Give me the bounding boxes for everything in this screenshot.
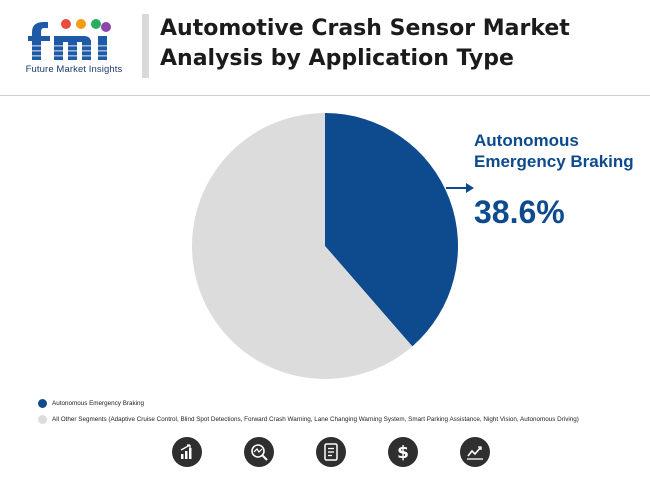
legend-item: All Other Segments (Adaptive Cruise Cont… (38, 412, 638, 426)
fmi-logo: Future Market Insights (18, 12, 130, 82)
pie-slice (192, 113, 413, 379)
line-chart-icon (460, 437, 490, 467)
legend-label: All Other Segments (Adaptive Cruise Cont… (52, 415, 579, 423)
title-line-1: Automotive Crash Sensor Market (160, 16, 570, 41)
logo-subtitle: Future Market Insights (25, 64, 123, 75)
document-icon (316, 437, 346, 467)
legend-item: Autonomous Emergency Braking (38, 396, 638, 410)
callout-arrow (446, 183, 474, 193)
magnifier-trend-icon (244, 437, 274, 467)
dollar-icon: $ (388, 437, 418, 467)
callout-value: 38.6% (474, 194, 565, 230)
legend-swatch (38, 414, 47, 424)
pie-chart (192, 113, 474, 379)
callout-label: Autonomous Emergency Braking (474, 131, 634, 171)
legend-label: Autonomous Emergency Braking (52, 399, 145, 407)
legend: Autonomous Emergency Braking All Other S… (38, 396, 638, 428)
pie-slice (325, 113, 459, 347)
header-rule (0, 95, 650, 96)
page-title: Automotive Crash Sensor Market Analysis … (160, 14, 630, 74)
footer-icons: $ (0, 437, 650, 469)
header-divider (142, 14, 149, 78)
legend-swatch (38, 398, 47, 408)
title-line-2: Analysis by Application Type (160, 46, 514, 71)
bar-chart-icon (172, 437, 202, 467)
fmi-logo-mark-icon (26, 19, 122, 60)
header: Future Market Insights Automotive Crash … (0, 0, 650, 95)
svg-text:$: $ (397, 443, 409, 462)
